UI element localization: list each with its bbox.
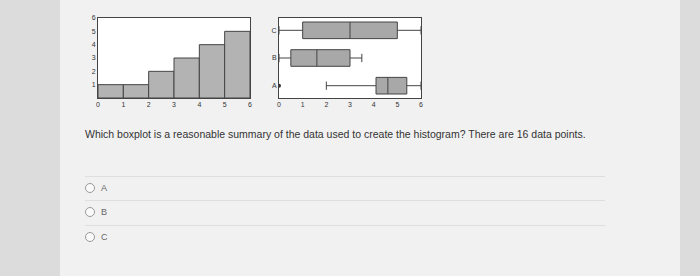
svg-text:5: 5 — [223, 101, 227, 108]
svg-text:4: 4 — [197, 101, 201, 108]
svg-text:2: 2 — [92, 68, 96, 75]
svg-text:1: 1 — [92, 81, 96, 88]
html-text:A: A — [101, 183, 107, 193]
svg-text:0: 0 — [96, 101, 100, 108]
svg-text:4: 4 — [92, 41, 96, 48]
svg-text:B: B — [272, 54, 277, 61]
html-text:C: C — [101, 232, 108, 242]
svg-text:6: 6 — [248, 101, 252, 108]
svg-text:A: A — [272, 82, 277, 89]
svg-text:6: 6 — [92, 14, 96, 21]
svg-text:3: 3 — [92, 54, 96, 61]
html-text:B: B — [101, 207, 107, 217]
svg-text:1: 1 — [121, 101, 125, 108]
svg-text:3: 3 — [172, 101, 176, 108]
html-text:Which boxplot is a reasonable: Which boxplot is a reasonable summary of… — [85, 128, 586, 140]
svg-text:3: 3 — [348, 101, 352, 108]
svg-text:0: 0 — [277, 101, 281, 108]
svg-text:4: 4 — [372, 101, 376, 108]
svg-text:5: 5 — [92, 28, 96, 35]
svg-text:C: C — [272, 27, 277, 34]
svg-text:1: 1 — [301, 101, 305, 108]
svg-text:2: 2 — [324, 101, 328, 108]
svg-text:2: 2 — [147, 101, 151, 108]
svg-text:6: 6 — [419, 101, 423, 108]
svg-text:5: 5 — [395, 101, 399, 108]
